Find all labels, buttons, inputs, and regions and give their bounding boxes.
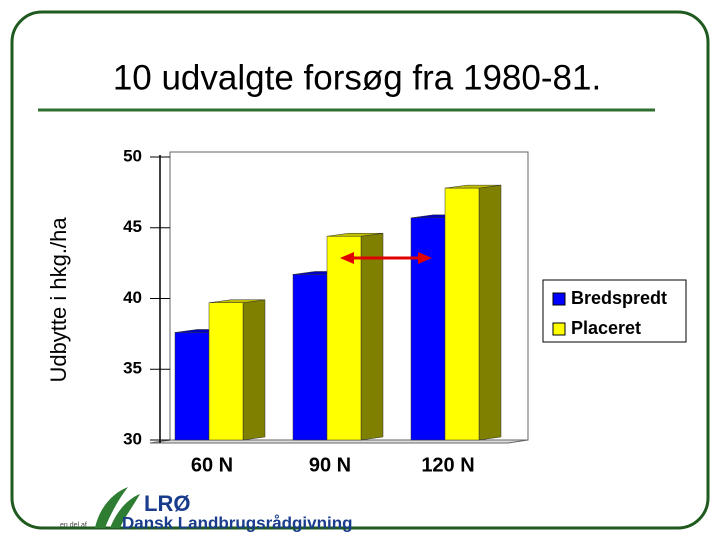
legend-swatch [552, 322, 566, 336]
y-tick-label: 30 [123, 429, 142, 448]
footer-note: en del af [60, 522, 87, 529]
bar [444, 187, 480, 441]
logo: en del af LRØ Dansk Landbrugsrådgivning [60, 487, 352, 532]
y-tick-label: 35 [123, 359, 142, 378]
floor [149, 439, 529, 444]
bar-side [478, 184, 502, 441]
bar-side [242, 299, 266, 441]
bar [292, 274, 328, 441]
legend-label: Placeret [571, 318, 641, 338]
x-tick-label: 90 N [309, 454, 351, 476]
y-axis-label: Udbytte i hkg./ha [46, 217, 71, 383]
y-tick-label: 40 [123, 288, 142, 307]
bar [174, 332, 210, 441]
logo-text: LRØ [144, 491, 190, 516]
bar-side [360, 232, 384, 441]
legend-box [542, 279, 687, 343]
plot: 30 35 40 45 50 60 N 90 N 120 N [123, 146, 502, 476]
x-tick-label: 60 N [191, 454, 233, 476]
bar [410, 217, 446, 441]
x-tick-label: 120 N [421, 454, 474, 476]
annotation-arrow [340, 252, 432, 264]
legend-swatch [552, 292, 566, 306]
y-tick-label: 45 [123, 217, 142, 236]
chart-title: 10 udvalgte forsøg fra 1980-81. [113, 58, 601, 97]
bar [208, 302, 244, 441]
y-tick-label: 50 [123, 146, 142, 165]
organisation: Dansk Landbrugsrådgivning [122, 513, 352, 532]
bar [326, 235, 362, 441]
legend-label: Bredspredt [571, 288, 667, 308]
legend: Bredspredt Placeret [552, 288, 667, 338]
